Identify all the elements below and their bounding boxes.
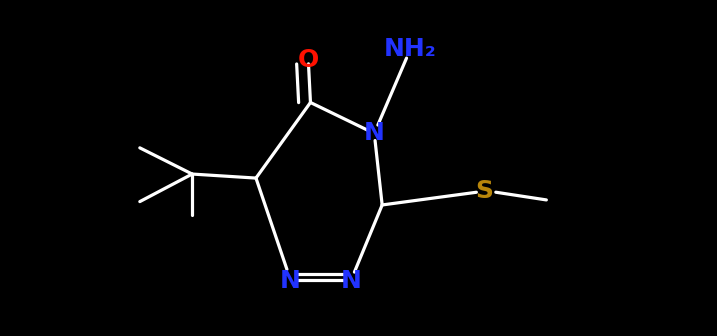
Text: N: N xyxy=(280,268,301,293)
Text: S: S xyxy=(475,179,494,203)
Text: O: O xyxy=(298,48,319,73)
Text: N: N xyxy=(341,268,362,293)
Text: NH₂: NH₂ xyxy=(384,37,437,61)
Text: N: N xyxy=(364,121,385,145)
